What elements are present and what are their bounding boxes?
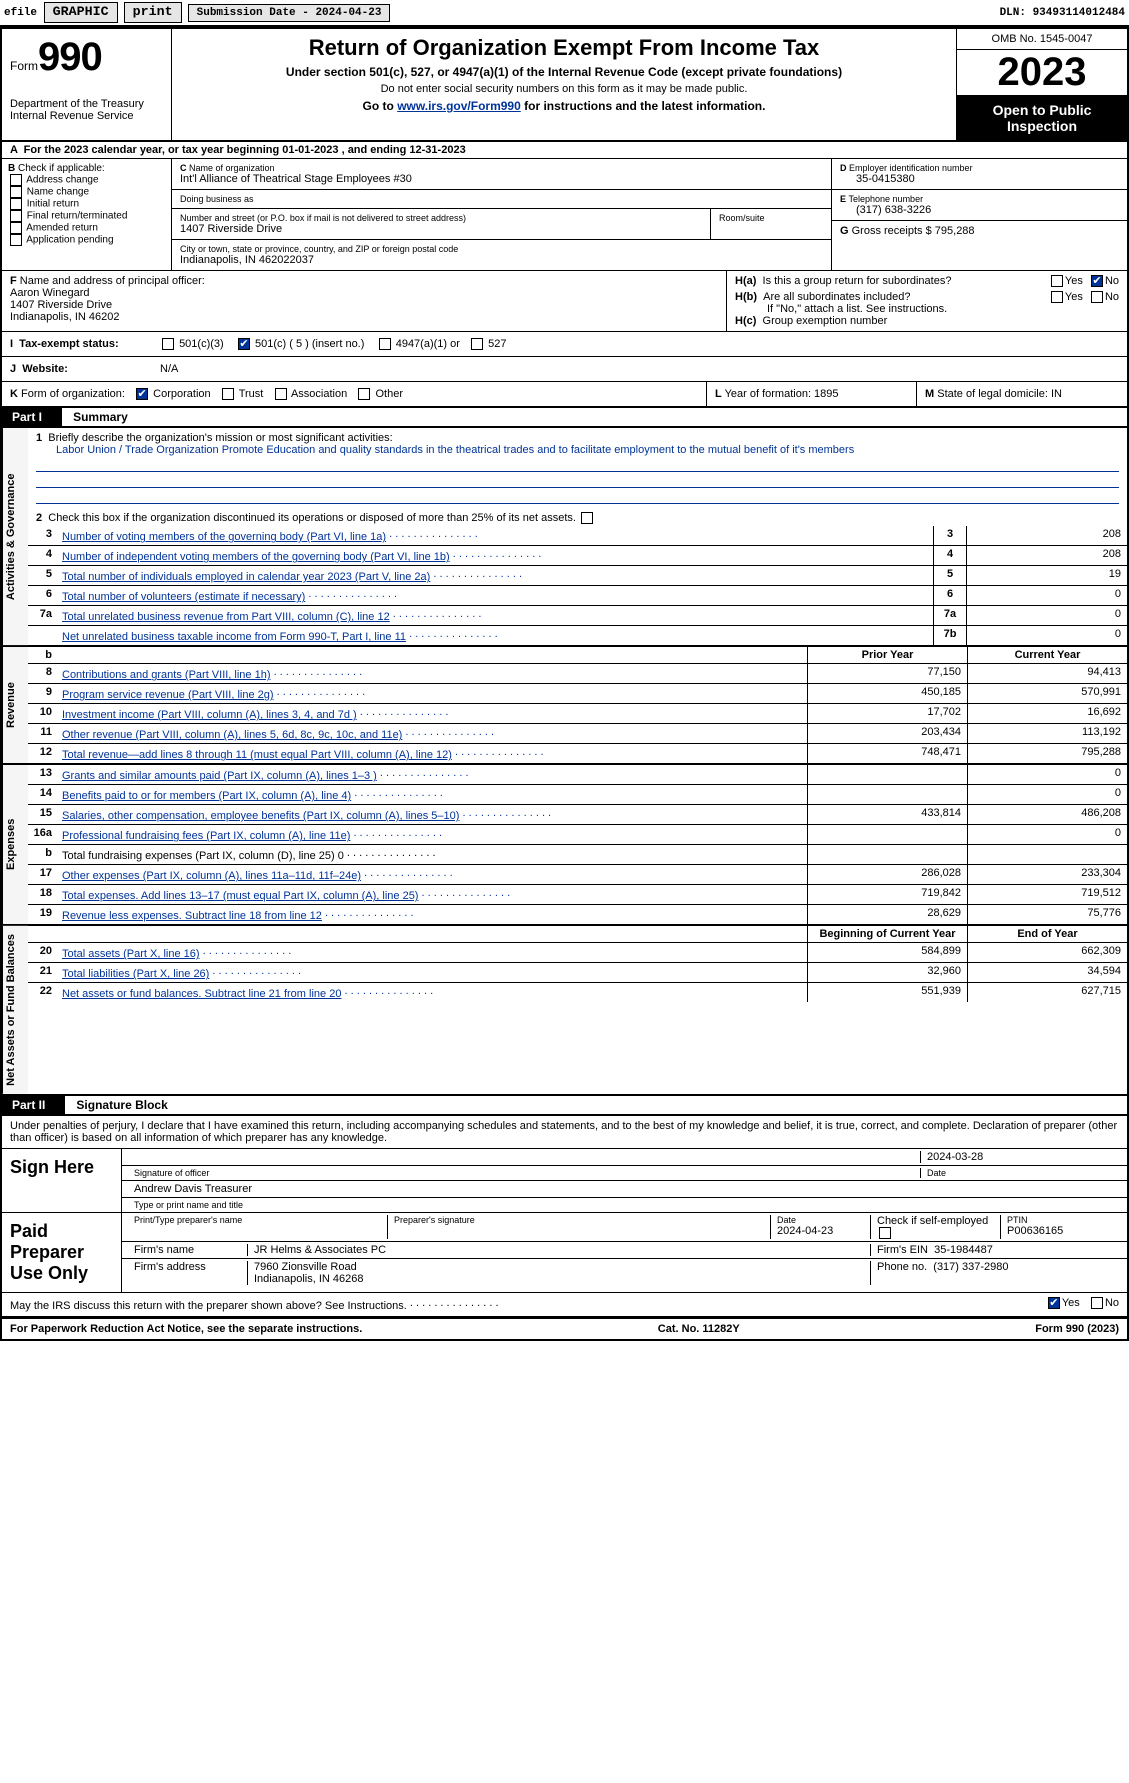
mission-text: Labor Union / Trade Organization Promote…: [36, 444, 1119, 456]
form-subtitle: Under section 501(c), 527, or 4947(a)(1)…: [180, 65, 948, 79]
box-b-checkboxes: B Check if applicable: Address change Na…: [2, 159, 172, 270]
row-a-calendar-year: A For the 2023 calendar year, or tax yea…: [2, 142, 1127, 159]
top-action-bar: efile GRAPHIC print Submission Date - 20…: [0, 0, 1129, 27]
summary-line: 6Total number of volunteers (estimate if…: [28, 586, 1127, 606]
self-employed-checkbox[interactable]: [879, 1227, 891, 1239]
page-footer: For Paperwork Reduction Act Notice, see …: [2, 1318, 1127, 1339]
firm-ein: 35-1984487: [934, 1244, 993, 1256]
paid-preparer-label: Paid Preparer Use Only: [2, 1213, 122, 1292]
name-change-checkbox[interactable]: [10, 186, 22, 198]
501c-checkbox[interactable]: [238, 338, 250, 350]
city-state-zip: Indianapolis, IN 462022037: [180, 254, 823, 266]
hb-no-checkbox[interactable]: [1091, 291, 1103, 303]
summary-line: 10Investment income (Part VIII, column (…: [28, 704, 1127, 724]
assoc-checkbox[interactable]: [275, 388, 287, 400]
501c3-checkbox[interactable]: [162, 338, 174, 350]
submission-date: Submission Date - 2024-04-23: [188, 4, 391, 22]
gross-receipts: 795,288: [935, 225, 975, 237]
summary-line: 11Other revenue (Part VIII, column (A), …: [28, 724, 1127, 744]
form-990-page: Form990 Department of the Treasury Inter…: [0, 27, 1129, 1341]
amended-return-checkbox[interactable]: [10, 222, 22, 234]
treasury-dept: Department of the Treasury Internal Reve…: [10, 98, 163, 122]
graphic-button[interactable]: GRAPHIC: [44, 2, 118, 23]
summary-line: 12Total revenue—add lines 8 through 11 (…: [28, 744, 1127, 763]
discuss-yes-checkbox[interactable]: [1048, 1297, 1060, 1309]
omb-number: OMB No. 1545-0047: [957, 29, 1127, 50]
tab-governance: Activities & Governance: [2, 428, 28, 645]
year-formation: Year of formation: 1895: [725, 388, 839, 400]
summary-line: bTotal fundraising expenses (Part IX, co…: [28, 845, 1127, 865]
sign-date: 2024-03-28: [921, 1151, 1121, 1163]
discuss-no-checkbox[interactable]: [1091, 1297, 1103, 1309]
summary-line: 8Contributions and grants (Part VIII, li…: [28, 664, 1127, 684]
ha-yes-checkbox[interactable]: [1051, 275, 1063, 287]
ssn-warning: Do not enter social security numbers on …: [180, 83, 948, 95]
address-change-checkbox[interactable]: [10, 174, 22, 186]
website: N/A: [152, 357, 1127, 381]
part-ii-header: Part II: [2, 1096, 65, 1114]
summary-line: 16aProfessional fundraising fees (Part I…: [28, 825, 1127, 845]
ha-no-checkbox[interactable]: [1091, 275, 1103, 287]
ptin: P00636165: [1007, 1225, 1063, 1237]
sign-here-label: Sign Here: [2, 1149, 122, 1212]
tax-year: 2023: [957, 50, 1127, 96]
summary-line: 14Benefits paid to or for members (Part …: [28, 785, 1127, 805]
tab-revenue: Revenue: [2, 647, 28, 763]
4947-checkbox[interactable]: [379, 338, 391, 350]
identity-block: B Check if applicable: Address change Na…: [2, 159, 1127, 271]
tab-net-assets: Net Assets or Fund Balances: [2, 926, 28, 1094]
hb-yes-checkbox[interactable]: [1051, 291, 1063, 303]
firm-phone: (317) 337-2980: [933, 1261, 1008, 1273]
summary-line: 22Net assets or fund balances. Subtract …: [28, 983, 1127, 1002]
summary-line: 19Revenue less expenses. Subtract line 1…: [28, 905, 1127, 924]
officer-name-title: Andrew Davis Treasurer: [128, 1183, 1121, 1195]
form-word: Form: [10, 59, 38, 73]
summary-line: 7aTotal unrelated business revenue from …: [28, 606, 1127, 626]
instructions-link-line: Go to www.irs.gov/Form990 for instructio…: [180, 99, 948, 113]
other-checkbox[interactable]: [358, 388, 370, 400]
summary-line: 17Other expenses (Part IX, column (A), l…: [28, 865, 1127, 885]
trust-checkbox[interactable]: [222, 388, 234, 400]
summary-line: 15Salaries, other compensation, employee…: [28, 805, 1127, 825]
app-pending-checkbox[interactable]: [10, 234, 22, 246]
corp-checkbox[interactable]: [136, 388, 148, 400]
open-inspection: Open to Public Inspection: [957, 96, 1127, 140]
officer-group-row: F Name and address of principal officer:…: [2, 271, 1127, 332]
telephone: (317) 638-3226: [840, 204, 1119, 216]
summary-line: Net unrelated business taxable income fr…: [28, 626, 1127, 645]
officer-name: Aaron Winegard: [10, 287, 90, 299]
ein: 35-0415380: [840, 173, 1119, 185]
form-title: Return of Organization Exempt From Incom…: [180, 35, 948, 61]
irs-link[interactable]: www.irs.gov/Form990: [397, 99, 521, 113]
initial-return-checkbox[interactable]: [10, 198, 22, 210]
summary-line: 3Number of voting members of the governi…: [28, 526, 1127, 546]
line2-checkbox[interactable]: [581, 512, 593, 524]
preparer-date: 2024-04-23: [777, 1225, 833, 1237]
firm-name: JR Helms & Associates PC: [248, 1244, 871, 1256]
527-checkbox[interactable]: [471, 338, 483, 350]
street-address: 1407 Riverside Drive: [180, 223, 702, 235]
summary-line: 9Program service revenue (Part VIII, lin…: [28, 684, 1127, 704]
part-i-header: Part I: [2, 408, 62, 426]
efile-label: efile: [4, 7, 37, 19]
perjury-statement: Under penalties of perjury, I declare th…: [2, 1116, 1127, 1149]
print-button[interactable]: print: [124, 2, 182, 23]
firm-address-1: 7960 Zionsville Road: [254, 1261, 357, 1273]
summary-line: 4Number of independent voting members of…: [28, 546, 1127, 566]
org-name: Int'l Alliance of Theatrical Stage Emplo…: [180, 173, 823, 185]
summary-line: 21Total liabilities (Part X, line 26) 32…: [28, 963, 1127, 983]
legal-domicile: State of legal domicile: IN: [937, 388, 1062, 400]
form-number: 990: [38, 35, 102, 79]
form-header: Form990 Department of the Treasury Inter…: [2, 29, 1127, 142]
summary-line: 18Total expenses. Add lines 13–17 (must …: [28, 885, 1127, 905]
summary-line: 20Total assets (Part X, line 16) 584,899…: [28, 943, 1127, 963]
summary-line: 5Total number of individuals employed in…: [28, 566, 1127, 586]
final-return-checkbox[interactable]: [10, 210, 22, 222]
tab-expenses: Expenses: [2, 765, 28, 924]
dln-label: DLN: 93493114012484: [1000, 7, 1125, 19]
summary-line: 13Grants and similar amounts paid (Part …: [28, 765, 1127, 785]
